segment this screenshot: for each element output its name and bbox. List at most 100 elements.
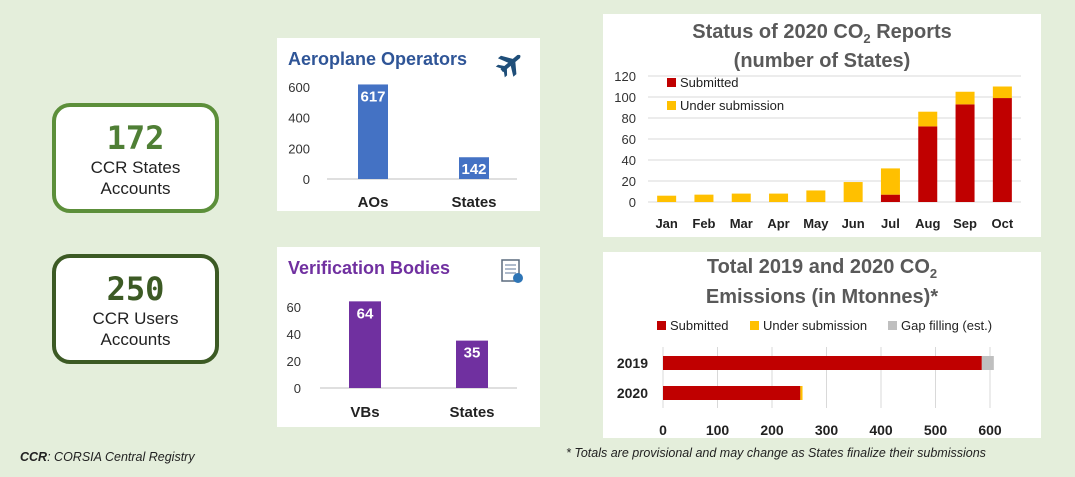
legend-label: Submitted [680, 75, 739, 90]
chart-title: Aeroplane Operators [288, 49, 467, 69]
x-tick-label: AOs [358, 194, 389, 211]
ccr-definition: : CORSIA Central Registry [47, 450, 195, 464]
x-tick-label: May [803, 216, 829, 231]
y-tick-label: 100 [614, 90, 636, 105]
bar-sep-submitted [955, 104, 975, 202]
bar-jan-under-submission [657, 195, 677, 202]
data-label: 35 [464, 345, 481, 362]
aeroplane-operators-svg: Aeroplane Operators 0 200 400 600 617 AOs 142 St… [288, 49, 521, 211]
x-tick-label: 600 [978, 422, 1002, 438]
bar-states [459, 157, 489, 179]
bar-oct-submitted [992, 98, 1012, 202]
x-tick-label: States [449, 404, 494, 421]
y-tick-label: 40 [287, 327, 301, 342]
kpi-label-line2: Accounts [100, 179, 171, 198]
legend-swatch [657, 321, 666, 330]
y-tick-label: 2020 [617, 385, 648, 401]
bar-may-under-submission [806, 190, 826, 202]
x-tick-label: 200 [760, 422, 784, 438]
x-tick-label: VBs [350, 404, 379, 421]
chart-title-line1: Total 2019 and 2020 CO2 [707, 256, 937, 281]
x-tick-label: Aug [915, 216, 940, 231]
y-tick-label: 80 [622, 111, 636, 126]
bar-states [456, 340, 488, 388]
bar-mar-under-submission [731, 193, 751, 202]
bar-sep-under-submission [955, 91, 975, 105]
status-reports-svg: Status of 2020 CO2 Reports (number of Sta… [614, 21, 1021, 231]
x-tick-label: 100 [706, 422, 730, 438]
bar-2020-under-submission [800, 386, 803, 400]
bar-2019-submitted [663, 356, 982, 370]
x-tick-label: 0 [659, 422, 667, 438]
y-tick-label: 600 [288, 80, 310, 95]
data-label: 142 [461, 161, 486, 178]
x-tick-label: 500 [924, 422, 948, 438]
x-tick-label: Feb [692, 216, 715, 231]
bar-2020-submitted [663, 386, 801, 400]
x-tick-label: Oct [992, 216, 1014, 231]
y-tick-label: 60 [622, 132, 636, 147]
x-tick-label: 400 [869, 422, 893, 438]
airplane-icon [495, 54, 521, 78]
ccr-abbr: CCR [20, 450, 48, 464]
chart-title-line2: Emissions (in Mtonnes)* [706, 286, 938, 308]
legend-swatch [667, 78, 676, 87]
kpi-ccr-users: 250 CCR Users Accounts [52, 254, 219, 364]
x-tick-label: Mar [730, 216, 753, 231]
y-tick-label: 20 [622, 174, 636, 189]
x-tick-label: Jan [655, 216, 677, 231]
bar-aos [358, 84, 388, 179]
y-tick-label: 120 [614, 69, 636, 84]
data-label: 64 [357, 305, 374, 322]
emissions-chart: Total 2019 and 2020 CO2 Emissions (in Mto… [603, 252, 1041, 438]
x-tick-label: Jun [842, 216, 865, 231]
chart-title: Verification Bodies [288, 258, 450, 278]
legend-label: Under submission [680, 98, 784, 113]
x-tick-label: Apr [767, 216, 789, 231]
y-tick-label: 60 [287, 300, 301, 315]
y-tick-label: 200 [288, 141, 310, 156]
y-tick-label: 0 [294, 381, 301, 396]
y-tick-label: 400 [288, 111, 310, 126]
y-tick-label: 40 [622, 153, 636, 168]
legend-label: Under submission [763, 318, 867, 333]
bar-aug-submitted [918, 126, 938, 202]
legend-swatch [750, 321, 759, 330]
status-reports-chart: Status of 2020 CO2 Reports (number of Sta… [603, 14, 1041, 237]
bar-2019-gap-filling-est [981, 356, 994, 370]
aeroplane-operators-chart: Aeroplane Operators 0 200 400 600 617 AOs 142 St… [277, 38, 540, 211]
chart-title-line1: Status of 2020 CO2 Reports [692, 21, 952, 46]
bar-oct-under-submission [992, 86, 1012, 99]
provisional-footnote: * Totals are provisional and may change … [566, 446, 986, 460]
kpi-ccr-states: 172 CCR States Accounts [52, 103, 219, 213]
x-tick-label: Sep [953, 216, 977, 231]
kpi-label-line1: CCR Users [92, 309, 179, 328]
y-tick-label: 20 [287, 354, 301, 369]
legend-label: Submitted [670, 318, 729, 333]
y-tick-label: 0 [303, 172, 310, 187]
y-tick-label: 0 [629, 195, 636, 210]
bar-jul-under-submission [880, 168, 900, 195]
y-tick-label: 2019 [617, 355, 648, 371]
bar-apr-under-submission [769, 193, 789, 202]
bar-jun-under-submission [843, 182, 863, 202]
ccr-footnote: CCR: CORSIA Central Registry [20, 450, 195, 464]
kpi-label-line2: Accounts [100, 330, 171, 349]
x-tick-label: Jul [881, 216, 900, 231]
kpi-number: 172 [106, 119, 165, 157]
legend-label: Gap filling (est.) [901, 318, 992, 333]
data-label: 617 [360, 88, 385, 105]
x-tick-label: 300 [815, 422, 839, 438]
kpi-label-line1: CCR States [90, 158, 181, 177]
verification-bodies-chart: Verification Bodies 0 20 40 60 64 VBs 35 States [277, 247, 540, 427]
bar-vbs [349, 301, 381, 388]
kpi-number: 250 [106, 270, 165, 308]
bar-feb-under-submission [694, 194, 714, 202]
bar-aug-under-submission [918, 111, 938, 127]
bar-jul-submitted [880, 194, 900, 202]
x-tick-label: States [451, 194, 496, 211]
emissions-svg: Total 2019 and 2020 CO2 Emissions (in Mto… [617, 256, 1002, 438]
legend-swatch [888, 321, 897, 330]
verification-bodies-svg: Verification Bodies 0 20 40 60 64 VBs 35 States [287, 258, 523, 421]
legend-swatch [667, 101, 676, 110]
